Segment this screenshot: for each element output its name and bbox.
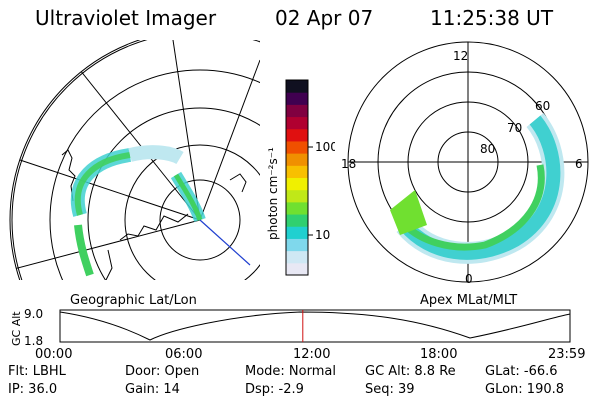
colorbar-segment [286,140,308,154]
geographic-map [9,29,391,400]
mlat-label-80: 80 [480,142,495,156]
apex-map: 12 18 6 0 60 70 80 [341,41,589,286]
colorbar-gradient [286,80,308,276]
timeline-ytick-low: 1.8 [24,334,43,348]
status-door: Door: Open [125,364,200,379]
colorbar-segment [286,250,308,264]
date-label: 02 Apr 07 [275,6,374,30]
aurora-band-geographic [70,145,206,277]
colorbar-segment [286,201,308,215]
colorbar-segment [286,92,308,105]
colorbar-segment [286,238,308,252]
altitude-timeline: GC Alt 9.0 1.8 [0,300,600,364]
colorbar-segment [286,153,308,166]
status-gain: Gain: 14 [125,382,180,397]
geographic-map-panel [0,29,391,400]
timeline-xtick-1: 06:00 [165,347,203,362]
apex-panel-label: Apex MLat/MLT [420,293,518,308]
timeline-ytick-high: 9.0 [24,307,43,321]
status-ip: IP: 36.0 [8,382,58,397]
mlat-label-60: 60 [535,99,550,113]
mlt-label-0: 0 [465,272,473,285]
timeline-xtick-0: 00:00 [35,347,73,362]
mlat-label-70: 70 [507,121,522,135]
time-label: 11:25:38 UT [430,6,554,30]
colorbar-tick-100: 100 [315,140,335,154]
altitude-curve [59,311,571,341]
colorbar: 100 10 photon cm⁻²s⁻¹ [255,75,338,289]
status-seq: Seq: 39 [365,382,415,397]
page-title: Ultraviolet Imager [35,6,217,30]
mlt-label-6: 6 [575,157,583,171]
colorbar-segment [286,116,308,130]
colorbar-segment [286,214,308,227]
colorbar-tick-10: 10 [315,228,330,242]
colorbar-segment [286,177,308,191]
mlt-label-12: 12 [453,49,468,63]
colorbar-segment [286,128,308,142]
timeline-xtick-3: 18:00 [420,347,458,362]
satellite-track [199,219,251,266]
timeline-ylabel: GC Alt [10,311,23,346]
status-dsp: Dsp: -2.9 [245,382,304,397]
colorbar-segment [286,262,308,276]
aurora-band-apex [390,112,565,264]
status-glat: GLat: -66.6 [485,364,558,379]
status-gc-alt: GC Alt: 8.8 Re [365,364,456,379]
timeline-xtick-4: 23:59 [548,347,586,362]
mlt-label-18: 18 [341,157,356,171]
apex-map-panel: 12 18 6 0 60 70 80 [335,40,600,289]
status-glon: GLon: 190.8 [485,382,565,397]
colorbar-segment [286,226,308,239]
timeline-xtick-2: 12:00 [293,347,331,362]
colorbar-segment [286,80,308,93]
colorbar-segment [286,104,308,118]
status-flt: Flt: LBHL [8,364,66,379]
colorbar-segment [286,189,308,203]
timeline-frame [59,309,571,343]
status-mode: Mode: Normal [245,364,336,379]
colorbar-unit-label: photon cm⁻²s⁻¹ [266,147,280,240]
colorbar-segment [286,165,308,178]
geographic-panel-label: Geographic Lat/Lon [70,293,197,308]
